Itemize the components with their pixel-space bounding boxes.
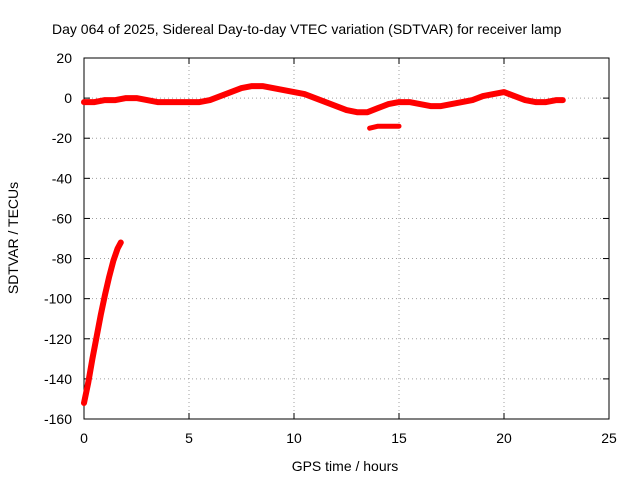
chart-title: Day 064 of 2025, Sidereal Day-to-day VTE…	[52, 21, 562, 37]
y-tick-label: -60	[52, 210, 72, 226]
series-layer	[81, 83, 566, 406]
y-tick-label: 0	[64, 90, 72, 106]
y-tick-label: -100	[44, 291, 72, 307]
plot-frame	[83, 57, 610, 420]
x-tick-label: 10	[286, 430, 302, 446]
y-tick-label: 20	[56, 50, 72, 66]
grid	[84, 58, 609, 419]
series-line-1	[81, 239, 124, 406]
y-tick-label: -80	[52, 251, 72, 267]
y-tick-label: -140	[44, 371, 72, 387]
y-tick-label: -160	[44, 411, 72, 427]
axis-ticks: 20 0 -20 -40 -60 -80 -100 -120 -140 -160 0 5 10 15 20 2…	[44, 50, 617, 446]
y-axis-label: SDTVAR / TECUs	[5, 182, 21, 294]
x-tick-label: 15	[391, 430, 407, 446]
x-tick-label: 5	[185, 430, 193, 446]
x-axis-label: GPS time / hours	[292, 458, 399, 474]
series-line-2	[81, 83, 566, 116]
x-tick-label: 0	[80, 430, 88, 446]
y-tick-label: -20	[52, 130, 72, 146]
x-tick-label: 20	[496, 430, 512, 446]
series-line-3	[367, 123, 402, 131]
x-tick-label: 25	[601, 430, 617, 446]
y-tick-label: -120	[44, 331, 72, 347]
y-tick-label: -40	[52, 170, 72, 186]
